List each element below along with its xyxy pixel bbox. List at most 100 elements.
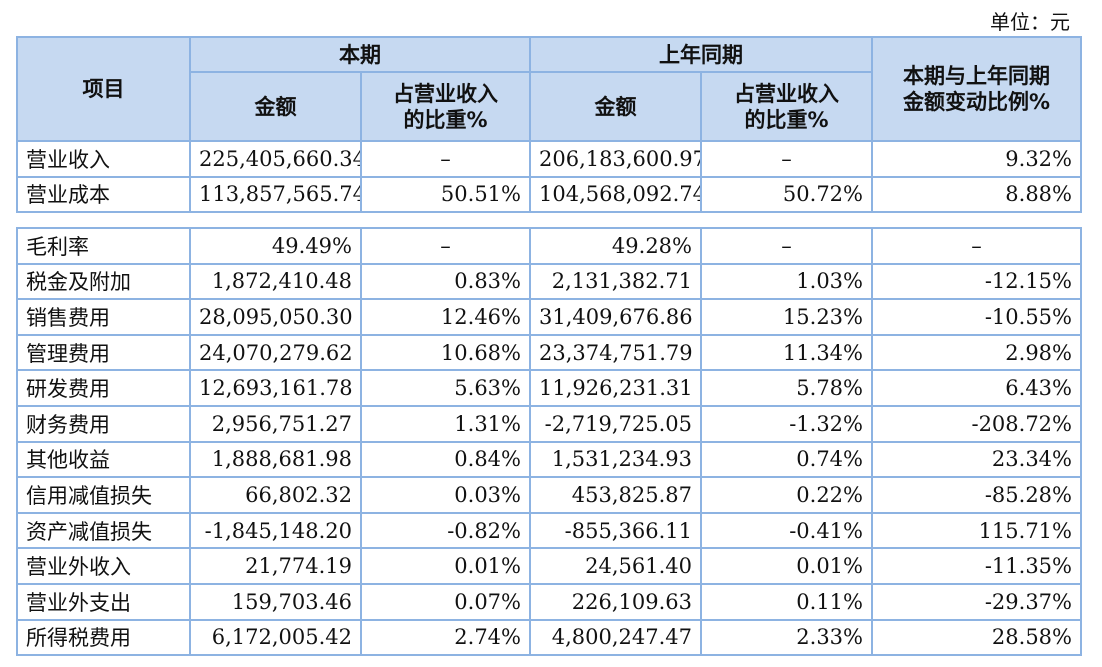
prior-ratio: 50.72%: [700, 175, 873, 214]
row-label: 营业外支出: [16, 582, 191, 621]
current-amount: 225,405,660.34: [189, 140, 362, 178]
prior-amount: 31,409,676.86: [529, 298, 702, 336]
financial-table-bottom: 毛利率 49.49% –49.28% – – 税金及附加 1,872,410.48 0.83%…: [16, 227, 1082, 657]
row-label: 营业收入: [16, 140, 191, 178]
change-ratio: 6.43%: [871, 369, 1082, 407]
prior-amount: 4,800,247.47: [529, 618, 702, 657]
table-row: 销售费用 28,095,050.30 12.46% 31,409,676.86 15.2…: [16, 298, 1082, 336]
current-amount: 113,857,565.74: [189, 175, 362, 214]
change-ratio: 28.58%: [871, 618, 1082, 657]
change-ratio: 9.32%: [871, 140, 1082, 178]
current-amount: 21,774.19: [189, 547, 362, 585]
table-row: 营业收入 225,405,660.34–206,183,600.97–9.32%: [16, 140, 1082, 178]
prior-amount: -855,366.11: [529, 511, 702, 550]
table-row: 信用减值损失 66,802.32 0.03% 453,825.87 0.22% -85.2…: [16, 476, 1082, 514]
row-label: 其他收益: [16, 440, 191, 479]
prior-ratio: 11.34%: [700, 333, 873, 372]
current-amount: 24,070,279.62: [189, 333, 362, 372]
change-ratio: 23.34%: [871, 440, 1082, 479]
table-row: 管理费用 24,070,279.62 10.68% 23,374,751.79 11.3…: [16, 333, 1082, 372]
current-ratio: 0.07%: [360, 582, 531, 621]
change-ratio: -85.28%: [871, 476, 1082, 514]
prior-ratio: 2.33%: [700, 618, 873, 657]
row-label: 财务费用: [16, 404, 191, 443]
prior-ratio: –: [700, 227, 873, 265]
prior-amount: 453,825.87: [529, 476, 702, 514]
change-ratio: -208.72%: [871, 404, 1082, 443]
prior-ratio: -1.32%: [700, 404, 873, 443]
current-amount: 66,802.32: [189, 476, 362, 514]
prior-ratio: 15.23%: [700, 298, 873, 336]
prior-amount: 206,183,600.97: [529, 140, 702, 178]
financial-table-top: 项目 本期 上年同期 本期与上年同期 金额变动比例% 金额 占营业收入 的比重%…: [16, 36, 1082, 214]
change-ratio: -29.37%: [871, 582, 1082, 621]
header-ratio-line2: 的比重%: [744, 107, 829, 132]
current-amount: -1,845,148.20: [189, 511, 362, 550]
prior-amount: 226,109.63: [529, 582, 702, 621]
header-change-line2: 金额变动比例%: [902, 90, 1051, 114]
prior-ratio: -0.41%: [700, 511, 873, 550]
header-item: 项目: [16, 36, 191, 142]
table-row: 财务费用 2,956,751.27 1.31% -2,719,725.05 -1.32%…: [16, 404, 1082, 443]
current-ratio: 0.84%: [360, 440, 531, 479]
change-ratio: 8.88%: [871, 175, 1082, 214]
current-amount: 6,172,005.42: [189, 618, 362, 657]
table-row: 所得税费用 6,172,005.42 2.74% 4,800,247.47 2.33% 2…: [16, 618, 1082, 657]
prior-amount: 2,131,382.71: [529, 262, 702, 301]
row-label: 营业外收入: [16, 547, 191, 585]
current-amount: 1,888,681.98: [189, 440, 362, 479]
current-ratio: 12.46%: [360, 298, 531, 336]
current-ratio: 10.68%: [360, 333, 531, 372]
change-ratio: 2.98%: [871, 333, 1082, 372]
current-ratio: 0.01%: [360, 547, 531, 585]
row-label: 管理费用: [16, 333, 191, 372]
current-ratio: –: [360, 140, 531, 178]
table-row: 资产减值损失 -1,845,148.20 -0.82% -855,366.11 -0.4…: [16, 511, 1082, 550]
table-row: 其他收益 1,888,681.98 0.84% 1,531,234.93 0.74% 23…: [16, 440, 1082, 479]
prior-amount: 49.28%: [529, 227, 702, 265]
header-change-ratio: 本期与上年同期 金额变动比例%: [871, 36, 1082, 142]
row-label: 资产减值损失: [16, 511, 191, 550]
current-ratio: 50.51%: [360, 175, 531, 214]
header-prior-period: 上年同期: [529, 36, 873, 73]
header-current-period: 本期: [189, 36, 531, 73]
header-current-ratio: 占营业收入 的比重%: [360, 71, 531, 142]
row-label: 营业成本: [16, 175, 191, 214]
current-amount: 12,693,161.78: [189, 369, 362, 407]
current-amount: 28,095,050.30: [189, 298, 362, 336]
header-ratio-line1: 占营业收入: [393, 81, 498, 106]
current-ratio: 0.03%: [360, 476, 531, 514]
header-current-amount: 金额: [189, 71, 362, 142]
current-amount: 2,956,751.27: [189, 404, 362, 443]
header-prior-amount: 金额: [529, 71, 702, 142]
change-ratio: 115.71%: [871, 511, 1082, 550]
prior-amount: 104,568,092.74: [529, 175, 702, 214]
prior-amount: 11,926,231.31: [529, 369, 702, 407]
prior-ratio: 1.03%: [700, 262, 873, 301]
current-amount: 159,703.46: [189, 582, 362, 621]
prior-ratio: 0.22%: [700, 476, 873, 514]
prior-ratio: –: [700, 140, 873, 178]
table-row: 营业外收入 21,774.19 0.01% 24,561.40 0.01% -11.35%: [16, 547, 1082, 585]
current-ratio: –: [360, 227, 531, 265]
header-ratio-line1: 占营业收入: [734, 81, 839, 106]
header-ratio-line2: 的比重%: [403, 107, 488, 132]
current-ratio: -0.82%: [360, 511, 531, 550]
row-label: 研发费用: [16, 369, 191, 407]
current-amount: 49.49%: [189, 227, 362, 265]
current-ratio: 1.31%: [360, 404, 531, 443]
table-row: 营业成本 113,857,565.74 50.51% 104,568,092.74 50…: [16, 175, 1082, 214]
prior-amount: 1,531,234.93: [529, 440, 702, 479]
change-ratio: -12.15%: [871, 262, 1082, 301]
table-row: 研发费用 12,693,161.78 5.63% 11,926,231.31 5.78%…: [16, 369, 1082, 407]
change-ratio: –: [871, 227, 1082, 265]
header-prior-ratio: 占营业收入 的比重%: [700, 71, 873, 142]
row-label: 毛利率: [16, 227, 191, 265]
prior-amount: -2,719,725.05: [529, 404, 702, 443]
prior-amount: 24,561.40: [529, 547, 702, 585]
row-label: 销售费用: [16, 298, 191, 336]
row-label: 税金及附加: [16, 262, 191, 301]
change-ratio: -10.55%: [871, 298, 1082, 336]
prior-ratio: 0.01%: [700, 547, 873, 585]
table-row: 营业外支出 159,703.46 0.07% 226,109.63 0.11% -29.3…: [16, 582, 1082, 621]
